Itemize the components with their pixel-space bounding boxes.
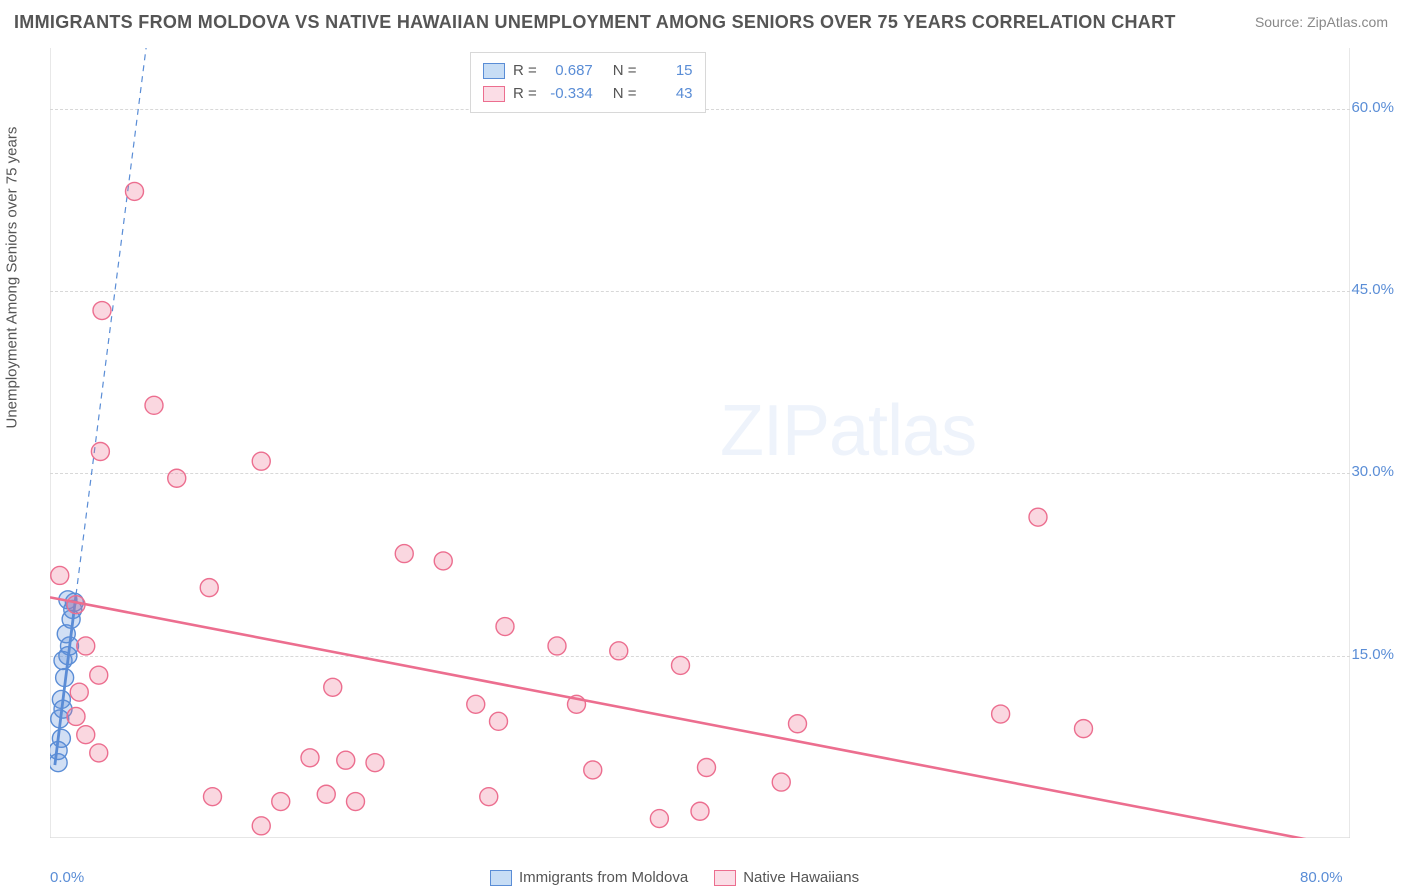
x-tick-label: 0.0% [50, 869, 84, 886]
stats-n-value-2: 43 [645, 83, 693, 106]
y-tick-label: 60.0% [1351, 99, 1394, 116]
chart-area [50, 48, 1350, 838]
stats-row-series-1: R = 0.687 N = 15 [483, 60, 693, 83]
stats-n-label: N = [613, 83, 637, 106]
y-tick-label: 30.0% [1351, 463, 1394, 480]
y-tick-label: 45.0% [1351, 281, 1394, 298]
legend-item-1: Immigrants from Moldova [490, 869, 688, 886]
y-axis-label: Unemployment Among Seniors over 75 years [4, 127, 21, 429]
legend-label-1: Immigrants from Moldova [519, 869, 688, 886]
y-tick-label: 15.0% [1351, 646, 1394, 663]
stats-r-label: R = [513, 60, 537, 83]
stats-box: R = 0.687 N = 15 R = -0.334 N = 43 [470, 52, 706, 113]
stats-r-value-2: -0.334 [545, 83, 593, 106]
legend-item-2: Native Hawaiians [714, 869, 859, 886]
source-attribution: Source: ZipAtlas.com [1255, 14, 1388, 30]
stats-n-label: N = [613, 60, 637, 83]
legend-label-2: Native Hawaiians [743, 869, 859, 886]
legend-swatch-1 [490, 870, 512, 886]
swatch-series-1 [483, 63, 505, 79]
x-tick-label: 80.0% [1300, 869, 1343, 886]
stats-r-label: R = [513, 83, 537, 106]
stats-r-value-1: 0.687 [545, 60, 593, 83]
stats-row-series-2: R = -0.334 N = 43 [483, 83, 693, 106]
swatch-series-2 [483, 86, 505, 102]
legend-swatch-2 [714, 870, 736, 886]
scatter-plot [50, 48, 1350, 838]
legend: Immigrants from Moldova Native Hawaiians [490, 869, 859, 886]
page-title: IMMIGRANTS FROM MOLDOVA VS NATIVE HAWAII… [14, 12, 1176, 33]
stats-n-value-1: 15 [645, 60, 693, 83]
